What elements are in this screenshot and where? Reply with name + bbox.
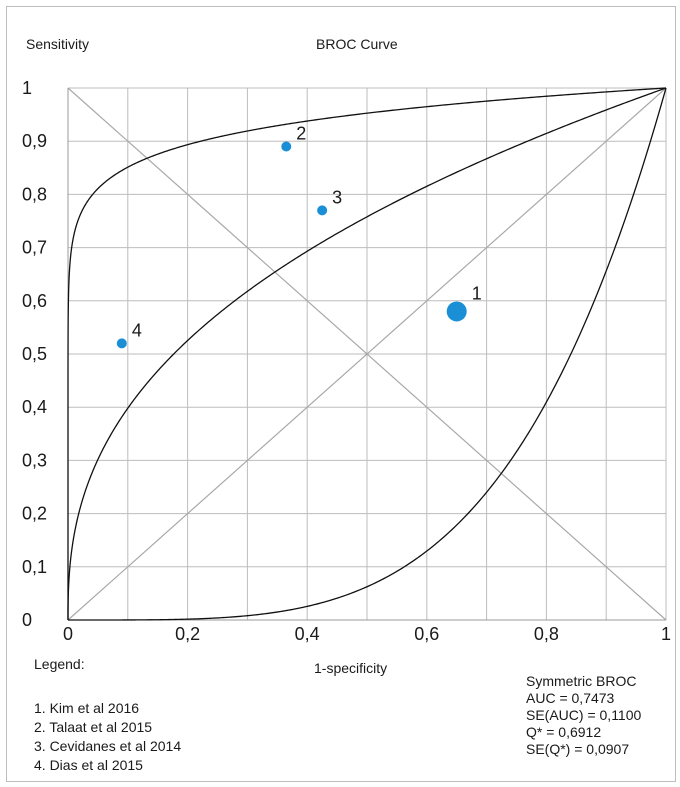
stat-auc: AUC = 0,7473	[526, 690, 615, 706]
broc-upper-curve	[67, 87, 667, 620]
grid	[67, 87, 667, 621]
broc-lower-curve	[68, 87, 667, 621]
stat-q-star: Q* = 0,6912	[526, 724, 602, 740]
data-point-4	[116, 338, 127, 349]
x-tick-label: 0,8	[534, 624, 559, 644]
y-tick-label: 1	[22, 78, 32, 98]
y-tick-label: 0,3	[22, 450, 47, 470]
x-tick-label: 0	[63, 624, 73, 644]
diagonal-q-line	[67, 87, 667, 621]
data-point-3	[317, 205, 328, 216]
legend-item: 2. Talaat et al 2015	[34, 719, 153, 735]
y-tick-label: 0,1	[22, 557, 47, 577]
data-point-1	[446, 301, 467, 322]
x-tick-label: 1	[661, 624, 671, 644]
data-point-label-3: 3	[332, 187, 342, 207]
legend: 1. Kim et al 2016 2. Talaat et al 2015 3…	[34, 699, 181, 775]
legend-item: 1. Kim et al 2016	[34, 700, 140, 716]
x-tick-label: 0,4	[295, 624, 320, 644]
chart-title: BROC Curve	[316, 36, 398, 52]
curves	[67, 87, 667, 621]
data-point-2	[281, 141, 292, 152]
x-tick-label: 0,6	[414, 624, 439, 644]
data-point-label-4: 4	[132, 320, 142, 340]
y-tick-label: 0,7	[22, 238, 47, 258]
y-tick-label: 0,2	[22, 504, 47, 524]
stat-se-auc: SE(AUC) = 0,1100	[526, 707, 642, 723]
y-tick-label: 0,9	[22, 131, 47, 151]
chart-frame	[6, 6, 676, 782]
legend-item: 4. Dias et al 2015	[34, 757, 143, 773]
stat-se-q-star: SE(Q*) = 0,0907	[526, 741, 630, 757]
broc-fitted-curve	[67, 87, 667, 620]
y-tick-label: 0,6	[22, 291, 47, 311]
y-tick-label: 0,4	[22, 397, 47, 417]
stats-title: Symmetric BROC	[526, 673, 637, 689]
data-point-label-1: 1	[472, 283, 482, 303]
y-axis-label: Sensitivity	[26, 36, 90, 52]
data-points: 1 2 3 4	[116, 124, 482, 349]
legend-title: Legend:	[34, 656, 85, 672]
stats-box: Symmetric BROC AUC = 0,7473 SE(AUC) = 0,…	[526, 673, 641, 758]
y-tick-label: 0,5	[22, 344, 47, 364]
data-point-label-2: 2	[296, 124, 306, 144]
x-axis-label: 1-specificity	[314, 660, 388, 676]
tick-labels: 0 0,1 0,2 0,3 0,4 0,5 0,6 0,7 0,8 0,9 1 0 0,2 0,4 0,6 0…	[22, 78, 671, 644]
y-tick-label: 0,8	[22, 184, 47, 204]
y-tick-label: 0	[22, 610, 32, 630]
legend-item: 3. Cevidanes et al 2014	[34, 738, 182, 754]
x-tick-label: 0,2	[175, 624, 200, 644]
